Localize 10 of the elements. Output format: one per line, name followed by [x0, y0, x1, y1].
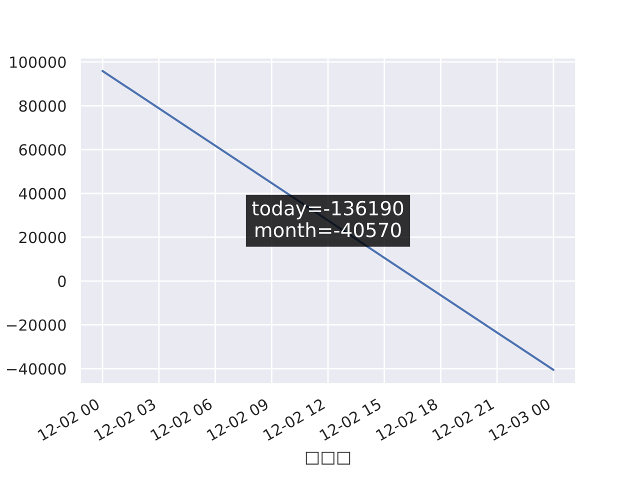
y-tick-label: −20000 [7, 319, 66, 331]
y-tick-label: 0 [58, 276, 66, 288]
x-axis-title: □□□ [306, 452, 350, 465]
y-tick-label: −40000 [7, 363, 66, 375]
y-tick-label: 80000 [19, 100, 66, 112]
y-tick-label: 40000 [18, 188, 66, 200]
y-tick-label: 20000 [19, 232, 66, 244]
annotation: today=-136190 month=-40570 [252, 200, 404, 238]
y-tick-label: 60000 [19, 144, 66, 156]
y-tick-label: 100000 [10, 56, 66, 68]
